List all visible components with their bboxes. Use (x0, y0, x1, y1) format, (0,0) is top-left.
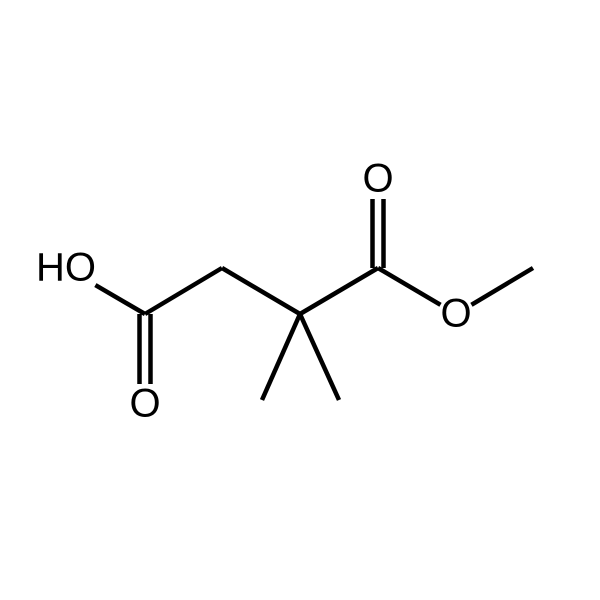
bond-line (300, 314, 339, 400)
atom-label: O (129, 382, 160, 426)
bond-line (145, 268, 222, 314)
bond-line (222, 268, 300, 314)
bond-line (95, 285, 145, 314)
bond-line (471, 268, 533, 305)
bond-line (300, 268, 378, 314)
atom-label: O (362, 157, 393, 201)
atom-label: O (440, 292, 471, 336)
bond-line (378, 268, 440, 305)
atom-label: HO (36, 246, 96, 290)
chemical-structure-diagram: HO O O O (0, 0, 600, 600)
bond-line (262, 314, 300, 400)
